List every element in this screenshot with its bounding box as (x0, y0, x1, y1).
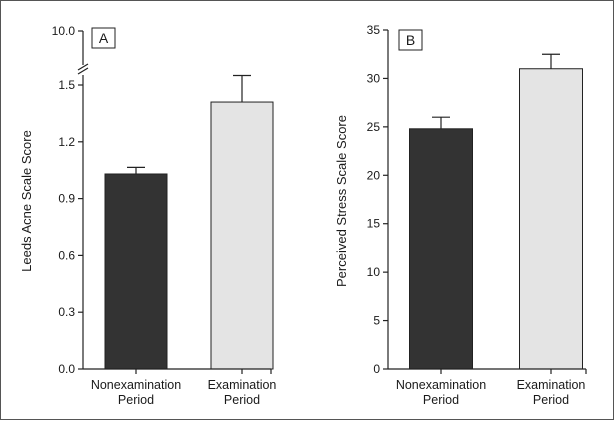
category-label-line: Nonexamination (91, 378, 181, 392)
y-tick-label: 15 (367, 217, 381, 231)
y-tick-label: 1.5 (58, 78, 75, 92)
panel-letter: B (406, 32, 415, 48)
y-tick-label: 0.0 (58, 362, 75, 376)
y-tick-label: 20 (367, 168, 381, 182)
panel-letter-box (91, 27, 116, 49)
panel-letter: A (99, 30, 109, 46)
category-label-line: Period (533, 393, 569, 407)
category-label: Nonexamination Period (91, 378, 181, 407)
y-axis-title: Leeds Acne Scale Score (19, 130, 34, 272)
category-label-line: Nonexamination (396, 378, 486, 392)
axis-break-mark (77, 67, 89, 75)
bar-examination (519, 68, 583, 370)
bar-nonexamination (409, 128, 473, 370)
bar-examination (210, 101, 274, 370)
panel-letter-box (398, 29, 423, 51)
axis-break-mark (77, 63, 89, 71)
y-tick-label: 0.3 (58, 305, 75, 319)
y-tick-label: 0 (373, 362, 380, 376)
y-tick-label: 10 (367, 265, 381, 279)
y-tick-label: 5 (373, 314, 380, 328)
category-label: Nonexamination Period (396, 378, 486, 407)
category-label: Examination Period (208, 378, 277, 407)
y-tick-label: 25 (367, 120, 381, 134)
category-label-line: Period (423, 393, 459, 407)
category-label-line: Examination (208, 378, 277, 392)
y-tick-label: 0.9 (58, 192, 75, 206)
bar-nonexamination (104, 173, 168, 370)
y-tick-label: 0.6 (58, 248, 75, 262)
category-label-line: Examination (517, 378, 586, 392)
y-tick-label: 30 (367, 71, 381, 85)
category-label-line: Period (224, 393, 260, 407)
category-label-line: Period (118, 393, 154, 407)
y-tick-label: 1.2 (58, 135, 75, 149)
y-tick-label: 35 (367, 23, 381, 37)
y-tick-label: 10.0 (52, 24, 76, 38)
category-label: Examination Period (517, 378, 586, 407)
y-axis-title: Perceived Stress Scale Score (334, 115, 349, 287)
